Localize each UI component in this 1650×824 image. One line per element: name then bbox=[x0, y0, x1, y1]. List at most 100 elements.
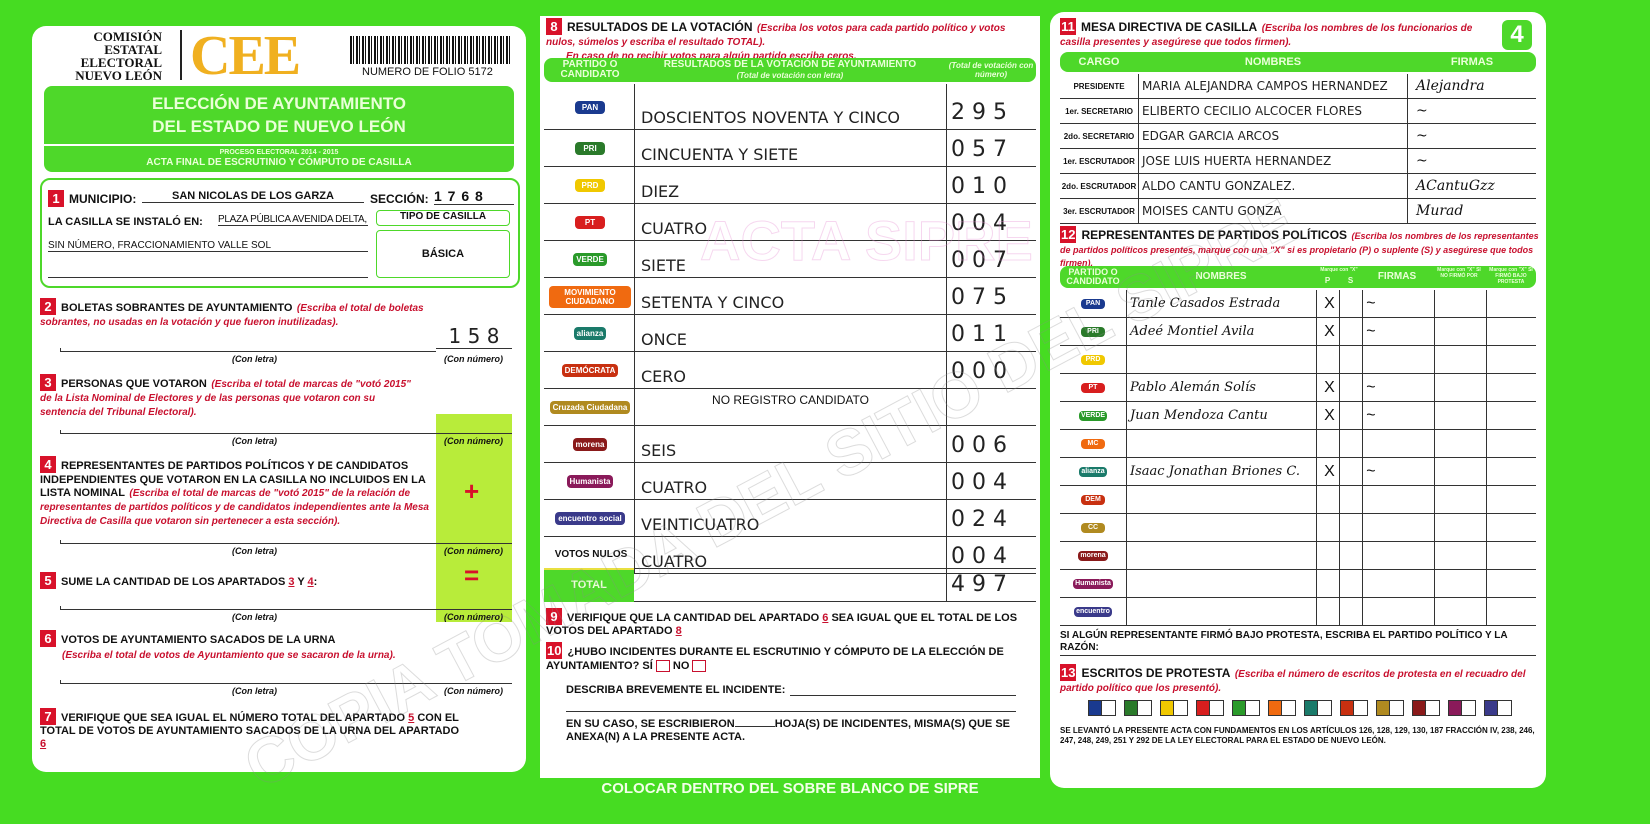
official-signature[interactable]: ~ bbox=[1416, 128, 1428, 144]
did-not-sign-mark[interactable] bbox=[1434, 486, 1486, 513]
votes-in-words[interactable]: SIETE bbox=[634, 241, 946, 278]
owner-mark[interactable]: X bbox=[1316, 458, 1339, 485]
protest-sign-mark[interactable] bbox=[1486, 598, 1536, 625]
s4-letter-field[interactable] bbox=[60, 540, 436, 544]
substitute-mark[interactable] bbox=[1339, 346, 1362, 373]
protest-count-box[interactable] bbox=[1196, 700, 1224, 716]
representative-name[interactable]: Isaac Jonathan Briones C. bbox=[1126, 458, 1316, 485]
representative-name[interactable] bbox=[1126, 542, 1316, 569]
representative-name[interactable] bbox=[1126, 598, 1316, 625]
votes-in-numbers[interactable]: 0 0 0 bbox=[946, 352, 1036, 389]
protest-sign-mark[interactable] bbox=[1486, 570, 1536, 597]
votes-in-numbers[interactable]: 0 7 5 bbox=[946, 278, 1036, 315]
votes-in-numbers[interactable]: 0 1 0 bbox=[946, 167, 1036, 204]
protest-count-box[interactable] bbox=[1448, 700, 1476, 716]
substitute-mark[interactable] bbox=[1339, 570, 1362, 597]
votes-in-words[interactable]: CUATRO bbox=[634, 537, 946, 574]
sheets-count-field[interactable] bbox=[734, 726, 775, 727]
protest-sign-mark[interactable] bbox=[1486, 374, 1536, 401]
representative-signature[interactable] bbox=[1362, 430, 1434, 457]
substitute-mark[interactable] bbox=[1339, 402, 1362, 429]
s5-letter-field[interactable] bbox=[60, 606, 436, 610]
official-name[interactable]: JOSE LUIS HUERTA HERNANDEZ bbox=[1138, 149, 1408, 173]
incident-field[interactable] bbox=[790, 684, 1016, 696]
protest-sign-mark[interactable] bbox=[1486, 402, 1536, 429]
protest-sign-mark[interactable] bbox=[1486, 542, 1536, 569]
protest-sign-mark[interactable] bbox=[1486, 346, 1536, 373]
representative-signature[interactable]: ~ bbox=[1362, 318, 1434, 345]
protest-count-box[interactable] bbox=[1160, 700, 1188, 716]
protest-field[interactable] bbox=[1060, 652, 1536, 656]
did-not-sign-mark[interactable] bbox=[1434, 570, 1486, 597]
owner-mark[interactable] bbox=[1316, 542, 1339, 569]
protest-count-input[interactable] bbox=[1209, 701, 1223, 715]
s5-number-field[interactable] bbox=[436, 606, 512, 610]
representative-signature[interactable] bbox=[1362, 514, 1434, 541]
protest-count-input[interactable] bbox=[1317, 701, 1331, 715]
official-signature[interactable]: ACantuGzz bbox=[1416, 178, 1495, 194]
protest-count-input[interactable] bbox=[1245, 701, 1259, 715]
owner-mark[interactable]: X bbox=[1316, 374, 1339, 401]
did-not-sign-mark[interactable] bbox=[1434, 402, 1486, 429]
did-not-sign-mark[interactable] bbox=[1434, 374, 1486, 401]
did-not-sign-mark[interactable] bbox=[1434, 318, 1486, 345]
votes-in-words[interactable]: CINCUENTA Y SIETE bbox=[634, 130, 946, 167]
owner-mark[interactable]: X bbox=[1316, 318, 1339, 345]
location-field-2[interactable]: SIN NÚMERO, FRACCIONAMIENTO VALLE SOL bbox=[48, 240, 368, 252]
owner-mark[interactable] bbox=[1316, 346, 1339, 373]
protest-sign-mark[interactable] bbox=[1486, 290, 1536, 317]
representative-signature[interactable]: ~ bbox=[1362, 402, 1434, 429]
protest-count-input[interactable] bbox=[1137, 701, 1151, 715]
substitute-mark[interactable] bbox=[1339, 374, 1362, 401]
representative-signature[interactable] bbox=[1362, 570, 1434, 597]
representative-signature[interactable] bbox=[1362, 486, 1434, 513]
did-not-sign-mark[interactable] bbox=[1434, 430, 1486, 457]
representative-signature[interactable] bbox=[1362, 346, 1434, 373]
s6-letter-field[interactable] bbox=[60, 680, 436, 684]
representative-name[interactable] bbox=[1126, 570, 1316, 597]
s2-number-field[interactable]: 1 5 8 bbox=[436, 324, 512, 349]
substitute-mark[interactable] bbox=[1339, 318, 1362, 345]
protest-sign-mark[interactable] bbox=[1486, 458, 1536, 485]
municipio-field[interactable]: SAN NICOLAS DE LOS GARZA bbox=[142, 190, 364, 203]
representative-name[interactable] bbox=[1126, 346, 1316, 373]
protest-sign-mark[interactable] bbox=[1486, 318, 1536, 345]
s3-letter-field[interactable] bbox=[60, 430, 436, 434]
owner-mark[interactable]: X bbox=[1316, 402, 1339, 429]
votes-in-words[interactable]: VEINTICUATRO bbox=[634, 500, 946, 537]
seccion-field[interactable]: 1 7 6 8 bbox=[434, 188, 514, 205]
representative-signature[interactable]: ~ bbox=[1362, 458, 1434, 485]
substitute-mark[interactable] bbox=[1339, 290, 1362, 317]
official-name[interactable]: ELIBERTO CECILIO ALCOCER FLORES bbox=[1138, 99, 1408, 123]
representative-signature[interactable] bbox=[1362, 542, 1434, 569]
did-not-sign-mark[interactable] bbox=[1434, 542, 1486, 569]
votes-in-numbers[interactable]: 0 0 4 bbox=[946, 463, 1036, 500]
votes-in-words[interactable]: SETENTA Y CINCO bbox=[634, 278, 946, 315]
votes-in-numbers[interactable] bbox=[946, 389, 1036, 426]
protest-count-input[interactable] bbox=[1173, 701, 1187, 715]
official-name[interactable]: ALDO CANTU GONZALEZ. bbox=[1138, 174, 1408, 198]
s2-letter-field[interactable] bbox=[60, 348, 436, 352]
representative-name[interactable]: Tanle Casados Estrada bbox=[1126, 290, 1316, 317]
votes-in-words[interactable]: ONCE bbox=[634, 315, 946, 352]
did-not-sign-mark[interactable] bbox=[1434, 458, 1486, 485]
substitute-mark[interactable] bbox=[1339, 458, 1362, 485]
protest-count-box[interactable] bbox=[1232, 700, 1260, 716]
protest-count-input[interactable] bbox=[1497, 701, 1511, 715]
official-signature[interactable]: ~ bbox=[1416, 103, 1428, 119]
representative-signature[interactable]: ~ bbox=[1362, 290, 1434, 317]
official-name[interactable]: MOISES CANTU GONZA bbox=[1138, 199, 1408, 223]
votes-in-words[interactable]: NO REGISTRO CANDIDATO bbox=[634, 389, 946, 426]
votes-in-numbers[interactable]: 0 0 4 bbox=[946, 537, 1036, 574]
official-signature[interactable]: Murad bbox=[1416, 203, 1464, 219]
protest-count-input[interactable] bbox=[1281, 701, 1295, 715]
owner-mark[interactable] bbox=[1316, 570, 1339, 597]
votes-in-numbers[interactable]: 0 0 6 bbox=[946, 426, 1036, 463]
votes-in-words[interactable]: DOSCIENTOS NOVENTA Y CINCO bbox=[634, 84, 946, 130]
substitute-mark[interactable] bbox=[1339, 486, 1362, 513]
owner-mark[interactable] bbox=[1316, 486, 1339, 513]
official-name[interactable]: EDGAR GARCIA ARCOS bbox=[1138, 124, 1408, 148]
protest-count-box[interactable] bbox=[1412, 700, 1440, 716]
owner-mark[interactable] bbox=[1316, 430, 1339, 457]
representative-name[interactable] bbox=[1126, 430, 1316, 457]
